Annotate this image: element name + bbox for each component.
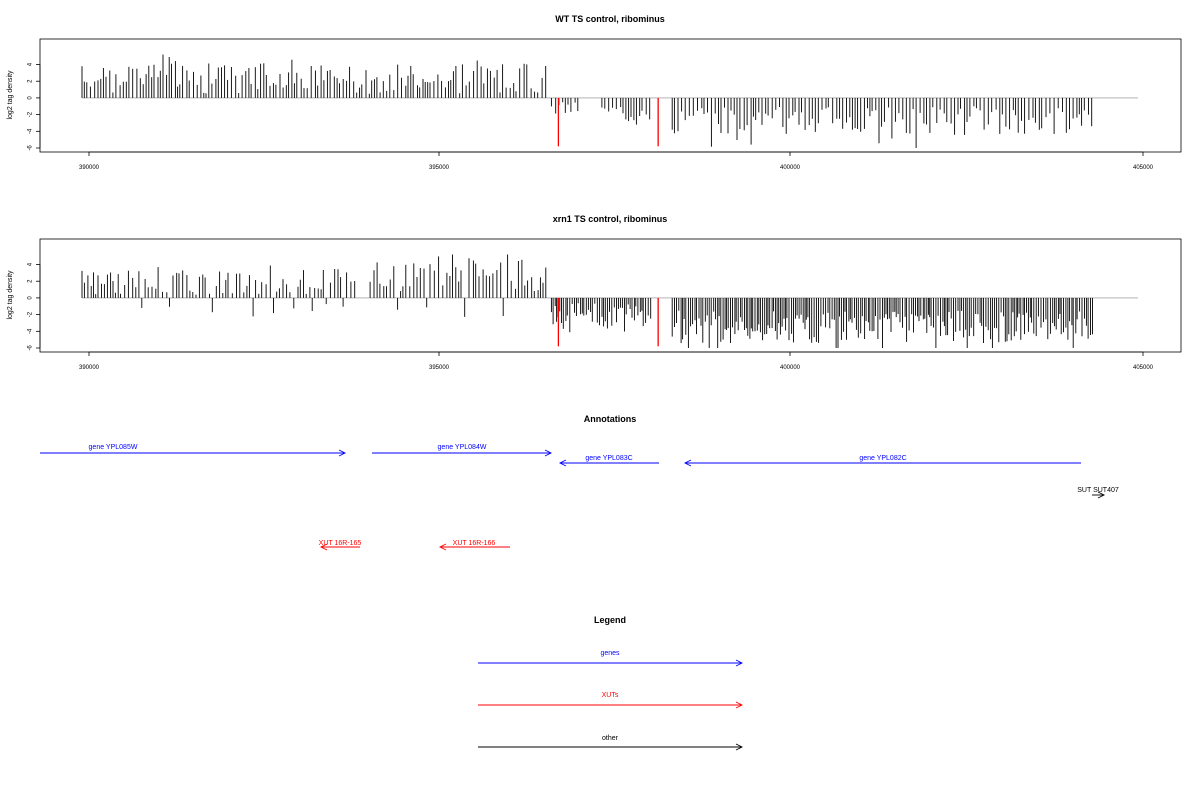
y-tick-label: -4 <box>28 128 34 134</box>
xrn1-panel-title: xrn1 TS control, ribominus <box>553 214 668 224</box>
wt-plot-frame <box>39 38 1182 153</box>
legend-label-genes: genes <box>600 650 620 657</box>
x-tick-label: 390000 <box>79 165 100 171</box>
wt-bar-series <box>81 54 1138 148</box>
xrn1-density-panel: xrn1 TS control, ribominus log2 tag dens… <box>7 214 1182 371</box>
annotation-sut407: SUT SUT407 <box>1077 487 1119 499</box>
annotation-xut-16r-165: XUT 16R-165 <box>319 540 362 551</box>
y-tick-label: 0 <box>28 296 34 300</box>
xrn1-plot-frame <box>39 238 1182 353</box>
x-tick-label: 395000 <box>429 365 450 371</box>
y-axis: 4 2 0 -2 -4 -6 <box>28 262 41 351</box>
legend-item-xuts: XUTs <box>478 692 744 709</box>
wt-density-panel: WT TS control, ribominus log2 tag densit… <box>7 14 1182 171</box>
y-tick-label: -2 <box>28 111 34 117</box>
x-tick-label: 390000 <box>79 365 100 371</box>
annotation-gene-ypl082c: gene YPL082C <box>683 455 1081 467</box>
x-tick-label: 400000 <box>780 165 801 171</box>
wt-panel-title: WT TS control, ribominus <box>555 14 665 24</box>
y-tick-label: -4 <box>28 328 34 334</box>
xrn1-axes: 4 2 0 -2 -4 -6 390000 395000 400000 405000 <box>28 262 1154 371</box>
y-tick-label: 0 <box>28 96 34 100</box>
xut-label: XUT 16R-165 <box>319 540 362 547</box>
x-tick-label: 405000 <box>1133 365 1154 371</box>
annotations-section: Annotations gene YPL085W gene YPL084W ge… <box>40 414 1119 551</box>
x-axis: 390000 395000 400000 405000 <box>79 151 1154 171</box>
legend-item-genes: genes <box>478 650 744 667</box>
annotation-gene-ypl083c: gene YPL083C <box>558 455 659 467</box>
y-tick-label: -6 <box>28 345 34 351</box>
gene-label: gene YPL084W <box>438 444 487 451</box>
y-tick-label: 4 <box>28 262 34 266</box>
y-tick-label: 2 <box>28 79 34 83</box>
legend: Legend genes XUTs other <box>478 615 744 751</box>
wt-axes: 4 2 0 -2 -4 -6 390000 395000 400000 405000 <box>28 62 1154 171</box>
x-tick-label: 400000 <box>780 365 801 371</box>
gene-label: gene YPL083C <box>585 455 632 462</box>
xrn1-bar-series <box>81 254 1138 348</box>
annotation-gene-ypl085w: gene YPL085W <box>40 444 347 457</box>
xut-label: XUT 16R-166 <box>453 540 496 547</box>
other-label: SUT SUT407 <box>1077 487 1119 494</box>
wt-y-axis-label: log2 tag density <box>7 70 14 120</box>
x-tick-label: 395000 <box>429 165 450 171</box>
y-tick-label: -2 <box>28 311 34 317</box>
y-axis: 4 2 0 -2 -4 -6 <box>28 62 41 151</box>
annotations-title: Annotations <box>584 414 637 424</box>
y-tick-label: 4 <box>28 62 34 66</box>
gene-label: gene YPL085W <box>89 444 138 451</box>
legend-title: Legend <box>594 615 626 625</box>
y-tick-label: -6 <box>28 145 34 151</box>
legend-label-other: other <box>602 735 619 742</box>
gene-label: gene YPL082C <box>859 455 906 462</box>
xrn1-y-axis-label: log2 tag density <box>7 270 14 320</box>
legend-item-other: other <box>478 735 744 751</box>
legend-label-xuts: XUTs <box>602 692 619 699</box>
y-tick-label: 2 <box>28 279 34 283</box>
x-tick-label: 405000 <box>1133 165 1154 171</box>
annotation-gene-ypl084w: gene YPL084W <box>372 444 553 457</box>
x-axis: 390000 395000 400000 405000 <box>79 351 1154 371</box>
annotation-xut-16r-166: XUT 16R-166 <box>438 540 510 551</box>
